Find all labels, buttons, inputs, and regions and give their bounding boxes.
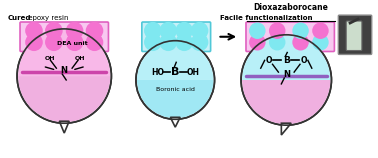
- Circle shape: [249, 34, 266, 51]
- Wedge shape: [18, 30, 110, 76]
- Circle shape: [312, 34, 329, 51]
- Circle shape: [312, 22, 329, 39]
- Circle shape: [175, 22, 193, 40]
- Circle shape: [292, 22, 309, 39]
- Circle shape: [136, 41, 215, 119]
- Circle shape: [17, 29, 112, 123]
- Wedge shape: [137, 42, 214, 80]
- Wedge shape: [242, 36, 330, 80]
- FancyBboxPatch shape: [246, 22, 335, 52]
- Text: epoxy resin: epoxy resin: [26, 15, 68, 21]
- FancyBboxPatch shape: [338, 15, 372, 55]
- Circle shape: [86, 33, 103, 51]
- Text: O: O: [301, 56, 307, 65]
- Text: OH: OH: [45, 56, 56, 61]
- Wedge shape: [18, 76, 110, 122]
- Circle shape: [144, 33, 162, 51]
- Text: N: N: [61, 66, 68, 75]
- Text: Boronic acid: Boronic acid: [156, 87, 195, 92]
- Text: N: N: [283, 70, 290, 79]
- Circle shape: [241, 35, 332, 125]
- Text: OH: OH: [186, 68, 200, 77]
- Text: OH: OH: [75, 56, 85, 61]
- Circle shape: [191, 33, 208, 51]
- Circle shape: [66, 22, 84, 40]
- Circle shape: [66, 33, 84, 51]
- Circle shape: [144, 22, 162, 40]
- Text: Facile functionalization: Facile functionalization: [220, 15, 313, 21]
- Text: O: O: [265, 56, 272, 65]
- Circle shape: [160, 22, 177, 40]
- Circle shape: [25, 22, 43, 40]
- Text: Cured: Cured: [7, 15, 31, 21]
- Text: B: B: [283, 56, 290, 65]
- Wedge shape: [242, 80, 330, 124]
- Circle shape: [191, 22, 208, 40]
- Polygon shape: [170, 117, 180, 127]
- Circle shape: [175, 33, 193, 51]
- FancyBboxPatch shape: [20, 22, 108, 52]
- Circle shape: [160, 33, 177, 51]
- Text: HO: HO: [151, 68, 164, 77]
- Circle shape: [45, 22, 63, 40]
- FancyBboxPatch shape: [142, 22, 211, 52]
- Polygon shape: [281, 123, 291, 135]
- Circle shape: [45, 33, 63, 51]
- Circle shape: [86, 22, 103, 40]
- Wedge shape: [137, 80, 214, 118]
- Polygon shape: [59, 121, 69, 133]
- Circle shape: [269, 34, 285, 51]
- Text: DEA unit: DEA unit: [57, 41, 87, 46]
- Circle shape: [25, 33, 43, 51]
- Circle shape: [292, 34, 309, 51]
- Circle shape: [249, 22, 266, 39]
- Circle shape: [269, 22, 285, 39]
- Text: B: B: [171, 67, 180, 77]
- FancyBboxPatch shape: [346, 21, 362, 51]
- Text: Dioxazaborocane: Dioxazaborocane: [254, 3, 328, 12]
